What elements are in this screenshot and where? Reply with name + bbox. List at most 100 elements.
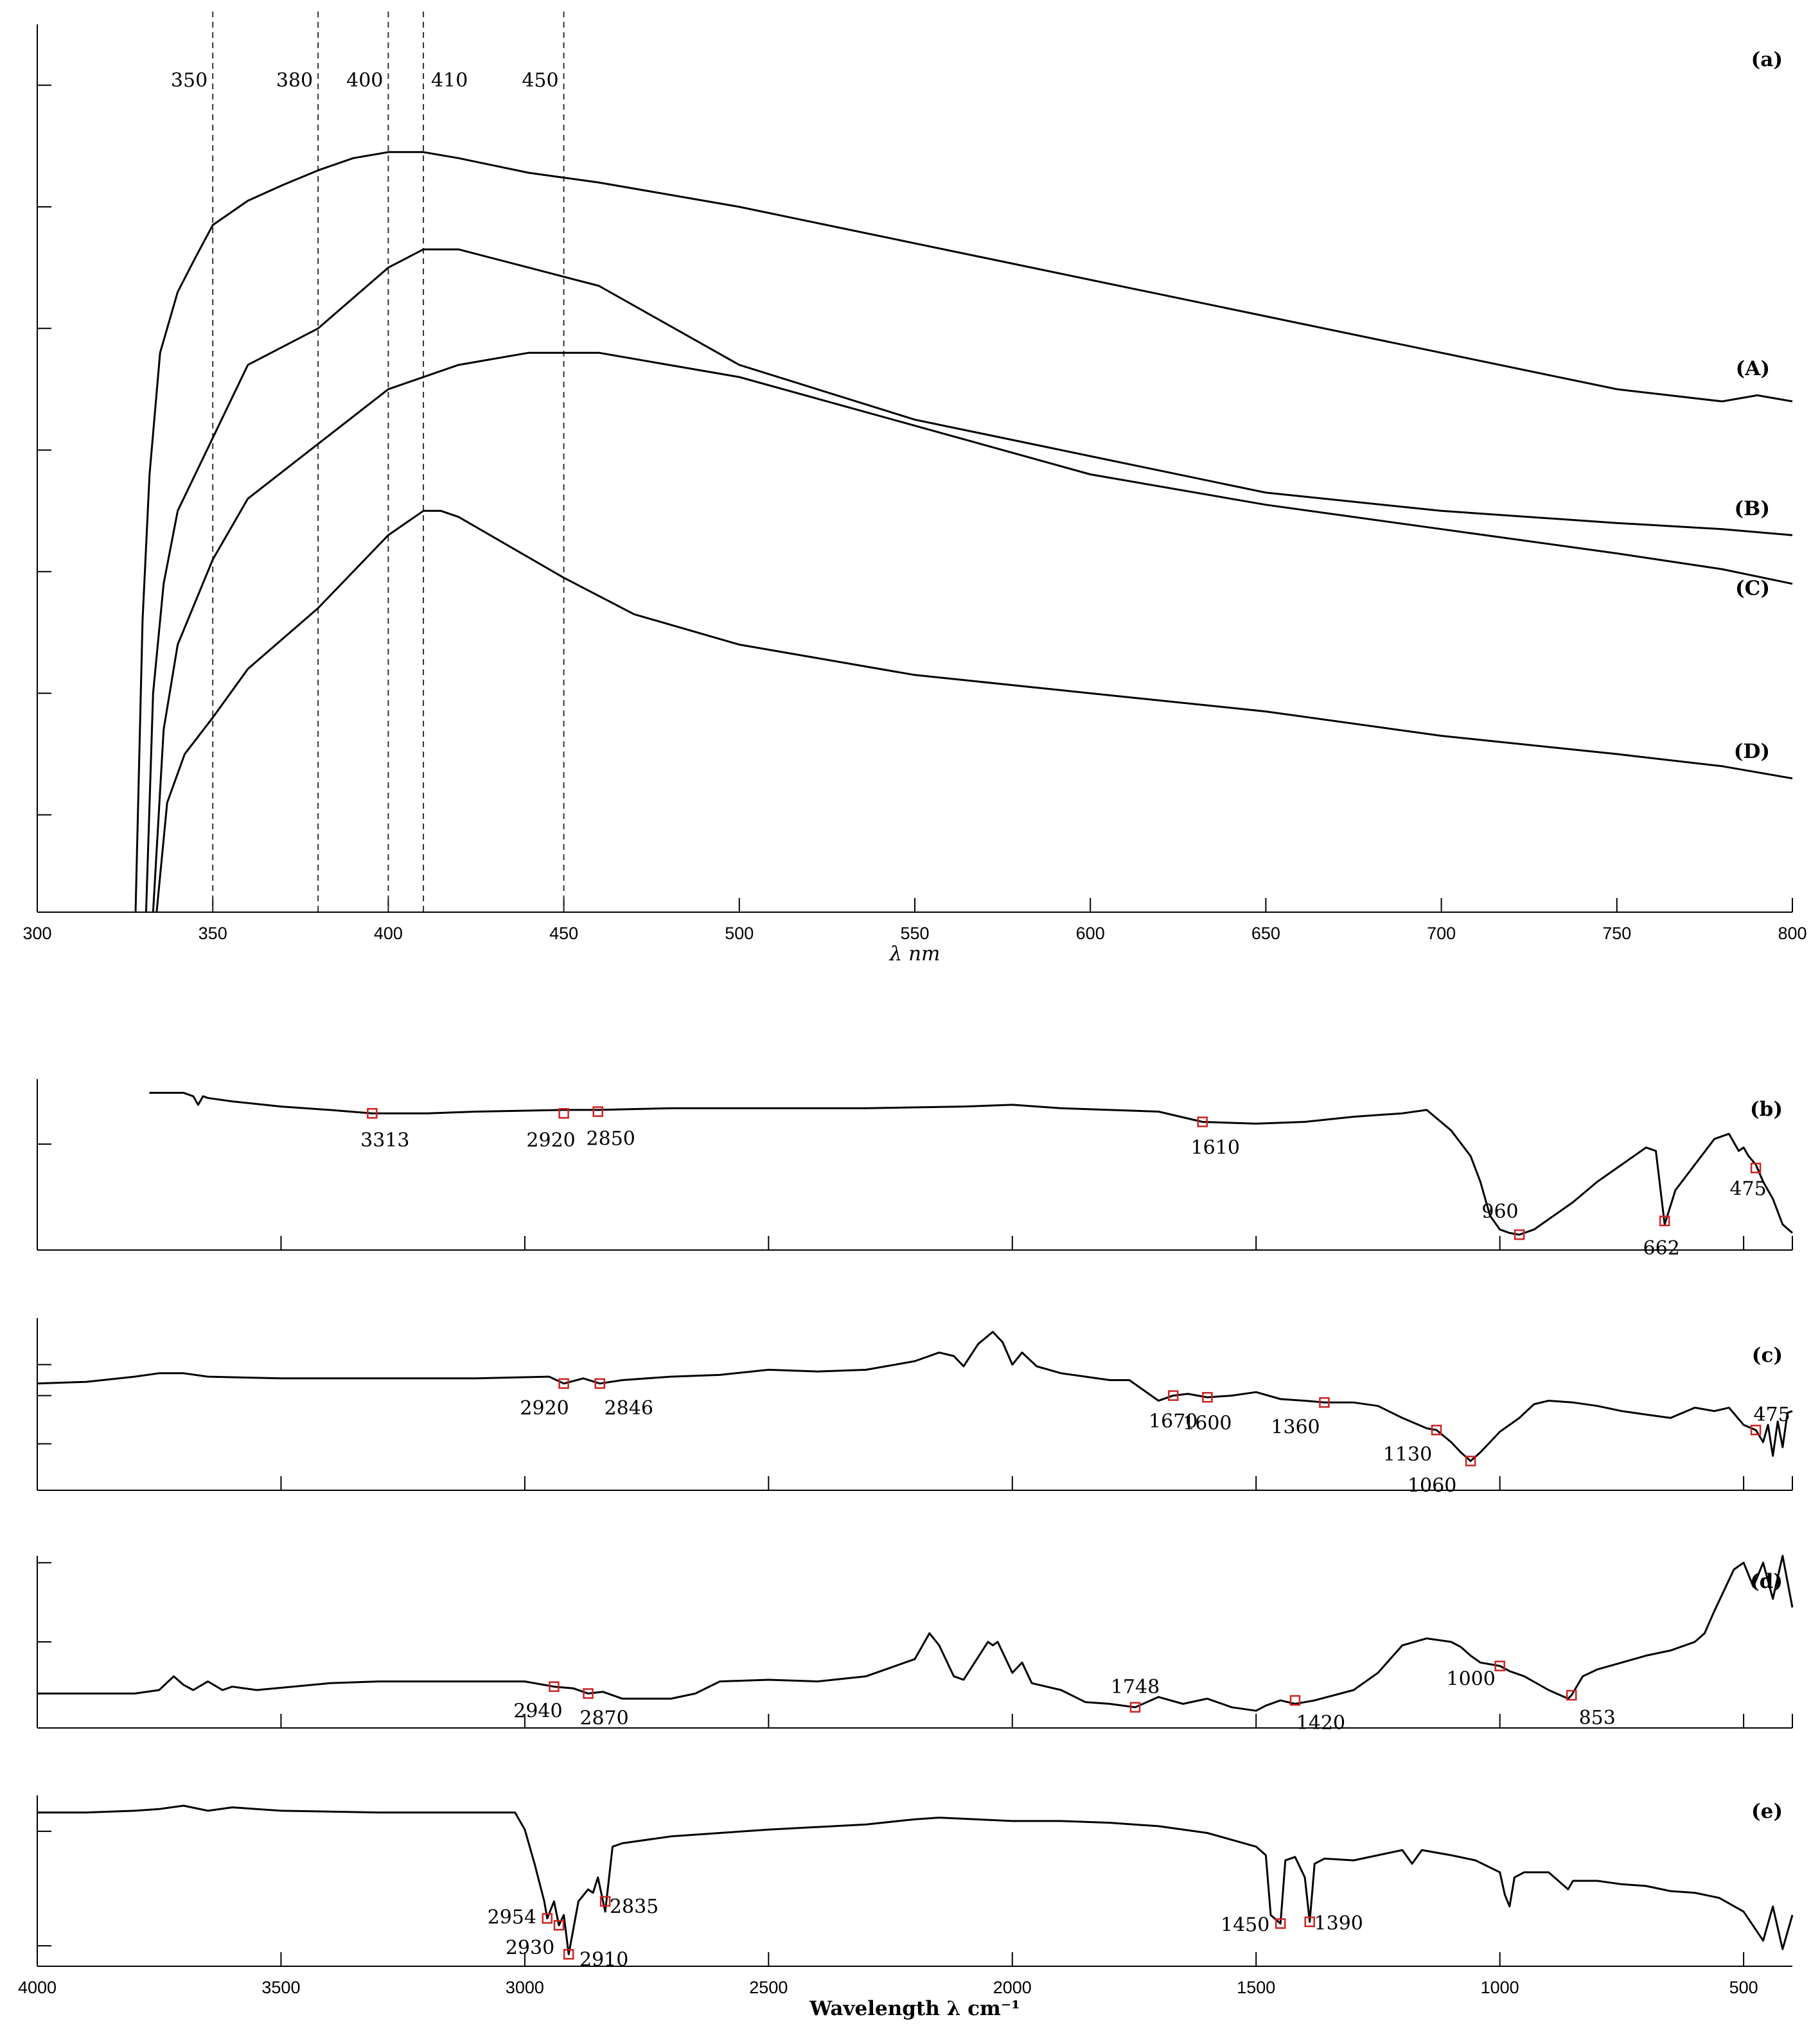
panel-label: (c): [1752, 1344, 1783, 1367]
peak-label: 1060: [1408, 1474, 1456, 1497]
x-axis-title: Wavelength λ cm⁻¹: [809, 1997, 1020, 2020]
series-label: (A): [1736, 357, 1770, 380]
panel-a: 300 350 400 450 500 550 600 650 700 750 800 350 380 4…: [22, 12, 1807, 965]
peak-marker: [1129, 1702, 1141, 1713]
peak-marker: [553, 1919, 565, 1931]
peak-marker: [1167, 1390, 1179, 1401]
peak-marker: [1659, 1215, 1670, 1227]
peak-label: 1600: [1183, 1412, 1232, 1434]
panel-d: 2940 2870 1748 1420 1000 853 (d): [37, 1555, 1794, 1734]
panel-label: (d): [1750, 1570, 1783, 1593]
peak-marker: [1431, 1424, 1442, 1436]
x-tick-label: 1000: [1481, 1978, 1519, 1997]
series-line-e: [37, 1804, 1794, 1955]
x-tick-label: 600: [1076, 924, 1105, 943]
peak-label: 2835: [610, 1896, 658, 1918]
x-tick-label: 3500: [261, 1978, 300, 1997]
series-line-c: [37, 1330, 1793, 1462]
x-tick-label: 700: [1427, 924, 1456, 943]
peak-marker: [558, 1378, 569, 1389]
peak-marker: [1275, 1918, 1286, 1929]
x-tick-label: 3000: [506, 1978, 544, 1997]
peak-label: 1390: [1314, 1912, 1363, 1935]
panel-b: 3313 2920 2850 1610 960 662 475 (b): [37, 1079, 1793, 1260]
reference-line-label: 450: [522, 69, 558, 92]
series-label: (D): [1734, 740, 1770, 763]
series-line-d: [37, 1555, 1794, 1712]
peak-marker: [1202, 1392, 1213, 1403]
peak-label: 1000: [1446, 1668, 1495, 1691]
x-tick-label: 300: [22, 924, 51, 943]
peak-label: 2850: [587, 1128, 635, 1150]
x-tick-label: 2000: [993, 1978, 1032, 1997]
reference-line-label: 350: [171, 69, 208, 92]
peak-label: 1360: [1271, 1416, 1320, 1438]
peak-label: 3313: [360, 1129, 409, 1152]
peak-marker: [1289, 1695, 1301, 1706]
reference-line-label: 410: [431, 69, 468, 92]
peak-label: 1610: [1191, 1137, 1240, 1159]
series-line-b: [149, 1091, 1793, 1236]
peak-marker: [583, 1688, 594, 1699]
peak-label: 1130: [1383, 1443, 1432, 1466]
panel-label: (e): [1751, 1800, 1783, 1823]
peak-label: 1450: [1221, 1914, 1269, 1937]
panel-label: (a): [1751, 48, 1783, 71]
peak-marker: [1750, 1424, 1762, 1436]
peak-label: 2846: [605, 1397, 653, 1420]
peak-label: 662: [1643, 1237, 1680, 1260]
peak-label: 2954: [488, 1907, 536, 1929]
peak-label: 2870: [579, 1707, 628, 1729]
x-tick-label: 450: [549, 924, 578, 943]
peak-label: 475: [1729, 1177, 1766, 1200]
x-tick-label: 500: [725, 924, 754, 943]
peak-label: 853: [1579, 1707, 1616, 1729]
series-line-B: [145, 248, 1793, 913]
peak-marker: [1319, 1397, 1330, 1408]
peak-marker: [594, 1378, 606, 1389]
x-axis-title: λ nm: [888, 942, 941, 965]
x-tick-label: 4000: [18, 1978, 57, 1997]
peak-marker: [367, 1107, 378, 1119]
x-tick-label: 550: [900, 924, 929, 943]
peak-marker: [1494, 1661, 1505, 1671]
peak-marker: [1750, 1163, 1762, 1174]
peak-label: 2930: [506, 1937, 554, 1959]
panel-e: 4000 3500 3000 2500 2000 1500 1000 500 2954 2930 2…: [18, 1795, 1794, 2020]
x-tick-label: 650: [1251, 924, 1280, 943]
peak-marker: [592, 1106, 603, 1117]
x-tick-label: 350: [199, 924, 227, 943]
series-label: (C): [1735, 577, 1770, 600]
peak-marker: [1566, 1689, 1577, 1701]
peak-marker: [542, 1913, 553, 1924]
reference-line-label: 380: [276, 69, 313, 92]
peak-label: 2910: [579, 1948, 628, 1971]
peak-label: 960: [1481, 1201, 1518, 1223]
peak-marker: [599, 1896, 611, 1907]
peak-label: 2920: [520, 1397, 569, 1420]
peak-label: 2940: [513, 1700, 562, 1723]
peak-label: 1748: [1111, 1676, 1160, 1698]
x-tick-label: 500: [1729, 1978, 1758, 1997]
peak-label: 1670: [1149, 1411, 1197, 1433]
peak-marker: [1465, 1456, 1476, 1467]
series-line-D: [155, 509, 1793, 913]
peak-marker: [1197, 1116, 1208, 1127]
series-line-C: [152, 351, 1793, 913]
series-label: (B): [1734, 497, 1770, 520]
peak-label: 1420: [1296, 1712, 1345, 1734]
x-tick-label: 750: [1602, 924, 1631, 943]
x-tick-label: 800: [1778, 924, 1807, 943]
panel-label: (b): [1750, 1098, 1783, 1121]
series-line-A: [134, 151, 1793, 913]
peak-marker: [558, 1107, 569, 1119]
x-tick-label: 1500: [1237, 1978, 1275, 1997]
peak-marker: [549, 1681, 560, 1692]
peak-marker: [563, 1949, 574, 1960]
peak-label: 475: [1753, 1404, 1790, 1426]
peak-marker: [1514, 1229, 1525, 1240]
x-tick-label: 2500: [749, 1978, 788, 1997]
x-tick-label: 400: [374, 924, 403, 943]
